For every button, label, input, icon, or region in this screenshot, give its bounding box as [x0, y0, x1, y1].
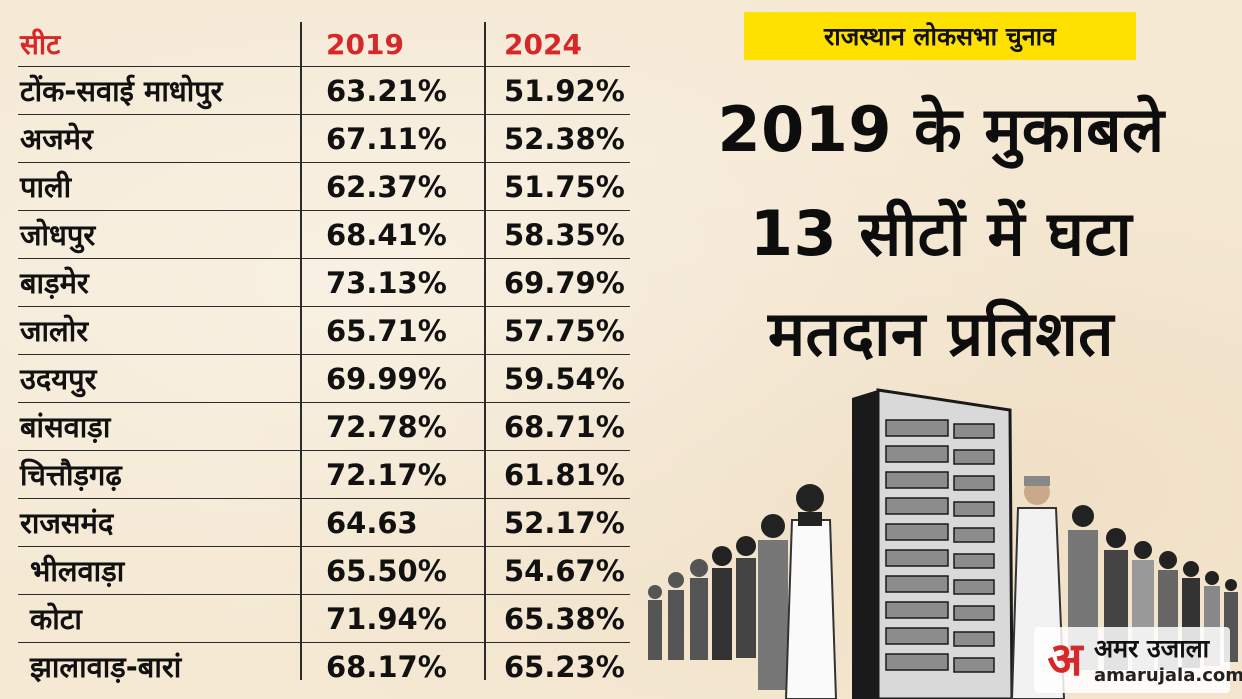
headline-line-1: 2019 के मुकाबले [717, 93, 1165, 166]
category-tag: राजस्थान लोकसभा चुनाव [744, 12, 1136, 60]
turnout-2024: 65.23% [504, 649, 625, 684]
turnout-2024: 59.54% [504, 361, 625, 396]
column-divider [484, 22, 486, 680]
turnout-2019: 68.17% [326, 649, 447, 684]
seat-name: बाड़मेर [20, 266, 89, 300]
table-row: भीलवाड़ा 65.50% 54.67% [18, 547, 630, 595]
table-row: जालोर 65.71% 57.75% [18, 307, 630, 355]
header-seat: सीट [20, 28, 61, 61]
turnout-2024: 61.81% [504, 457, 625, 492]
table-row: टोंक-सवाई माधोपुर 63.21% 51.92% [18, 67, 630, 115]
headline-line-2: 13 सीटों में घटा [749, 197, 1133, 270]
table-row: कोटा 71.94% 65.38% [18, 595, 630, 643]
column-divider [300, 22, 302, 680]
table-row: पाली 62.37% 51.75% [18, 163, 630, 211]
turnout-2024: 52.17% [504, 505, 625, 540]
seat-name: अजमेर [20, 122, 93, 156]
seat-name: जालोर [20, 314, 89, 348]
turnout-2019: 65.71% [326, 313, 447, 348]
turnout-2019: 72.78% [326, 409, 447, 444]
table-row: जोधपुर 68.41% 58.35% [18, 211, 630, 259]
turnout-2024: 58.35% [504, 217, 625, 252]
logo-name: अमर उजाला [1094, 634, 1210, 663]
logo-url: amarujala.com [1094, 665, 1242, 686]
table-row: बाड़मेर 73.13% 69.79% [18, 259, 630, 307]
turnout-2019: 73.13% [326, 265, 447, 300]
voting-machine-icon [852, 388, 1014, 699]
turnout-2019: 65.50% [326, 553, 447, 588]
amar-ujala-logo: अ अमर उजाला amarujala.com [1034, 627, 1242, 693]
table-row: चित्तौड़गढ़ 72.17% 61.81% [18, 451, 630, 499]
seat-name: कोटा [30, 602, 82, 636]
seat-name: चित्तौड़गढ़ [20, 458, 122, 492]
table-row: बांसवाड़ा 72.78% 68.71% [18, 403, 630, 451]
turnout-2019: 71.94% [326, 601, 447, 636]
table-header-row: सीट 2019 2024 [18, 22, 630, 67]
voters-left [648, 484, 838, 699]
header-2024: 2024 [504, 27, 582, 61]
seat-name: भीलवाड़ा [30, 554, 125, 588]
header-2019: 2019 [326, 27, 404, 61]
seat-name: राजसमंद [20, 506, 114, 540]
turnout-2019: 68.41% [326, 217, 447, 252]
table-body: सीट 2019 2024 टोंक-सवाई माधोपुर 63.21% 51.92%… [18, 22, 630, 690]
turnout-2024: 51.75% [504, 169, 625, 204]
table-row: झालावाड़-बारां 68.17% 65.23% [18, 643, 630, 690]
seat-name: पाली [20, 170, 72, 204]
turnout-2024: 54.67% [504, 553, 625, 588]
seat-name: जोधपुर [20, 218, 96, 252]
turnout-2024: 52.38% [504, 121, 625, 156]
seat-name: टोंक-सवाई माधोपुर [20, 74, 223, 108]
seat-name: झालावाड़-बारां [30, 650, 182, 684]
turnout-2019: 67.11% [326, 121, 447, 156]
turnout-2024: 65.38% [504, 601, 625, 636]
turnout-table: सीट 2019 2024 टोंक-सवाई माधोपुर 63.21% 51.92%… [18, 22, 630, 690]
table-row: राजसमंद 64.63 52.17% [18, 499, 630, 547]
turnout-2019: 72.17% [326, 457, 447, 492]
turnout-2019: 64.63 [326, 505, 418, 540]
turnout-2019: 62.37% [326, 169, 447, 204]
seat-name: बांसवाड़ा [20, 410, 111, 444]
table-row: उदयपुर 69.99% 59.54% [18, 355, 630, 403]
turnout-2019: 63.21% [326, 73, 447, 108]
turnout-2024: 69.79% [504, 265, 625, 300]
seat-name: उदयपुर [20, 362, 97, 396]
turnout-2024: 51.92% [504, 73, 625, 108]
turnout-2019: 69.99% [326, 361, 447, 396]
turnout-2024: 68.71% [504, 409, 625, 444]
headline-line-3: मतदान प्रतिशत [767, 297, 1115, 370]
turnout-2024: 57.75% [504, 313, 625, 348]
amar-ujala-logo-icon: अ [1047, 632, 1083, 686]
table-row: अजमेर 67.11% 52.38% [18, 115, 630, 163]
